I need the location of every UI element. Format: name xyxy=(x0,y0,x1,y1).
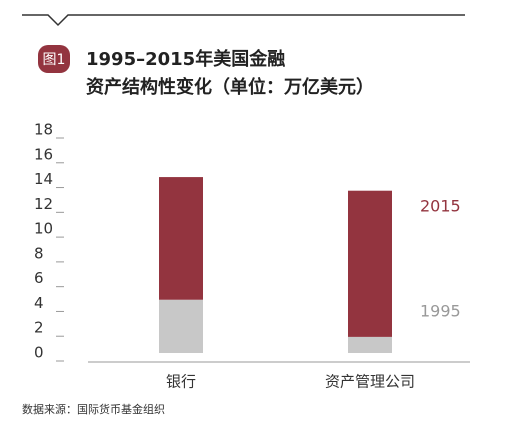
y-tick-label: 14 xyxy=(34,170,53,188)
legend-label: 2015 xyxy=(420,197,461,216)
y-tick-label: 12 xyxy=(34,195,53,213)
y-tick-label: 16 xyxy=(34,145,53,163)
top-rule xyxy=(22,14,465,27)
bar-segment xyxy=(348,336,392,353)
legend-label: 1995 xyxy=(420,302,461,321)
figure-label: 图1 xyxy=(43,52,66,68)
x-tick-label: 资产管理公司 xyxy=(325,373,415,391)
chart-title: 1995–2015年美国金融 xyxy=(86,48,285,70)
figure-badge xyxy=(38,45,70,73)
y-tick-label: 4 xyxy=(34,294,44,312)
chart-subtitle: 资产结构性变化（单位：万亿美元） xyxy=(86,76,374,98)
bar-segment xyxy=(159,177,203,300)
y-tick-label: 8 xyxy=(34,244,44,262)
y-tick-label: 10 xyxy=(34,220,53,238)
y-tick-label: 0 xyxy=(34,344,44,362)
bar-segment xyxy=(348,190,392,337)
y-tick-label: 2 xyxy=(34,319,44,337)
x-tick-label: 银行 xyxy=(166,373,196,391)
y-tick-label: 6 xyxy=(34,269,44,287)
source: 数据来源：国际货币基金组织 xyxy=(22,402,165,416)
bar-segment xyxy=(159,299,203,353)
y-tick-label: 18 xyxy=(34,121,53,139)
